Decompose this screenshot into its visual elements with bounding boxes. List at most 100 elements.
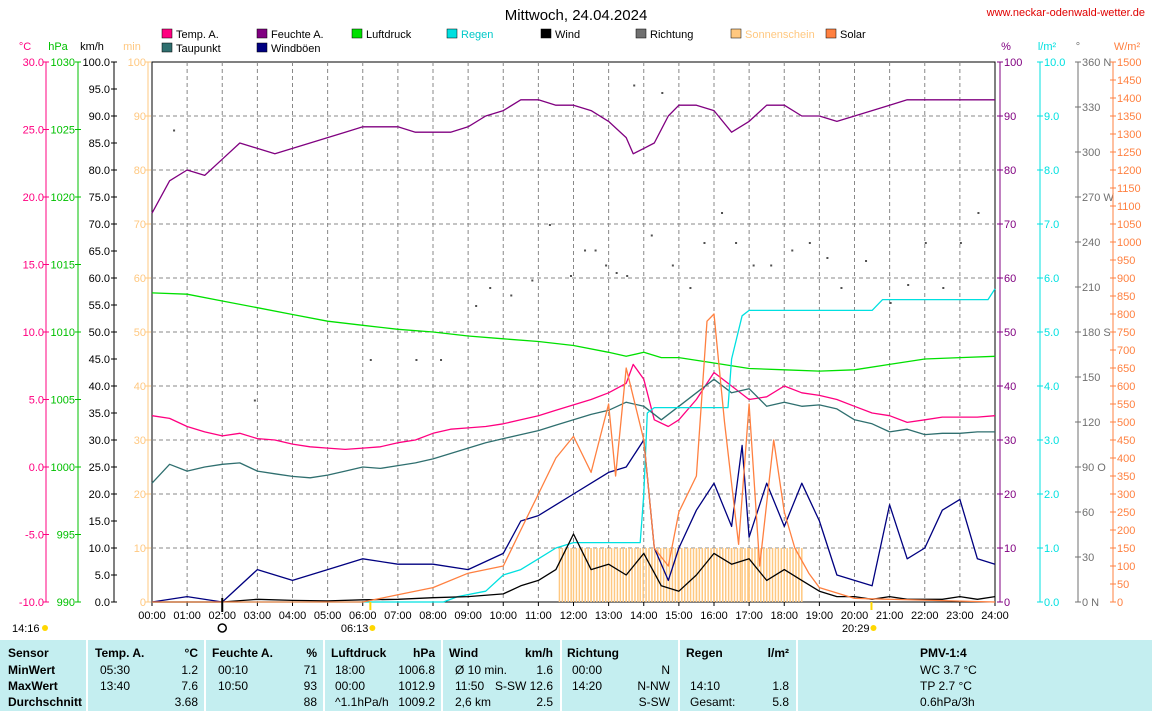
tick-label-pressure: 1025	[51, 125, 75, 137]
tick-label-solar: 1400	[1117, 93, 1141, 105]
tick-label-pressure: 1000	[51, 462, 75, 474]
table-cell-r_time: Gesamt:	[690, 695, 736, 709]
unit-pressure: hPa	[48, 41, 68, 53]
table-cell-p_time: 18:00	[335, 663, 366, 677]
sun-icon	[42, 625, 48, 631]
direction-point	[369, 359, 372, 361]
tick-label-direction: 0 N	[1082, 597, 1099, 609]
tick-label-solar: 1300	[1117, 129, 1141, 141]
tick-label-direction: 330	[1082, 102, 1100, 114]
legend-label: Richtung	[650, 29, 693, 41]
direction-point	[808, 242, 811, 244]
legend-label: Feuchte A.	[271, 29, 324, 41]
tick-label-wind: 70.0	[89, 219, 110, 231]
table-cell-t_time: 13:40	[100, 679, 131, 693]
legend-swatch	[256, 28, 268, 39]
tick-label-wind: 85.0	[89, 138, 110, 150]
direction-point	[626, 275, 629, 277]
tick-label-humidity: 50	[1004, 327, 1016, 339]
tick-label-solar: 150	[1117, 543, 1135, 555]
hdr-wind: Wind	[449, 646, 479, 660]
unit-rain: l/m²	[1038, 41, 1057, 53]
legend-swatch	[635, 28, 647, 39]
site-link[interactable]: www.neckar-odenwald-wetter.de	[986, 7, 1145, 19]
tick-label-direction: 120	[1082, 417, 1100, 429]
tick-label-temp: 30.0	[23, 57, 44, 69]
tick-label-solar: 1000	[1117, 237, 1141, 249]
tick-label-temp: -5.0	[25, 530, 44, 542]
legend-swatch	[540, 28, 552, 39]
tick-label-wind: 50.0	[89, 327, 110, 339]
tick-label-direction: 150	[1082, 372, 1100, 384]
tick-label-wind: 0.0	[95, 597, 110, 609]
tick-label-rain: 5.0	[1044, 327, 1059, 339]
series-taupunkt	[151, 378, 995, 484]
x-tick-label: 07:00	[384, 610, 412, 622]
weather-chart: Mittwoch, 24.04.2024 www.neckar-odenwald…	[12, 7, 1145, 635]
x-tick-label: 05:00	[314, 610, 342, 622]
tick-label-solar: 100	[1117, 561, 1135, 573]
direction-point	[475, 305, 478, 307]
tick-label-solar: 350	[1117, 471, 1135, 483]
direction-point	[569, 275, 572, 277]
tick-label-wind: 45.0	[89, 354, 110, 366]
x-tick-label: 08:00	[419, 610, 447, 622]
tick-label-pressure: 1030	[51, 57, 75, 69]
x-tick-label: 16:00	[700, 610, 728, 622]
direction-point	[440, 359, 443, 361]
x-tick-label: 22:00	[911, 610, 939, 622]
tick-label-direction: 270 W	[1082, 192, 1114, 204]
sunset-label: 20:29	[842, 623, 870, 635]
tick-label-temp: 5.0	[29, 395, 44, 407]
tick-label-sun: 0	[140, 597, 146, 609]
tick-label-solar: 950	[1117, 255, 1135, 267]
table-cell-r_time: 14:10	[690, 679, 721, 693]
x-tick-label: 14:00	[630, 610, 658, 622]
hdr-pmv: PMV-1:4	[920, 646, 967, 660]
legend-swatch	[256, 42, 268, 53]
table-cell-p_val: 1012.9	[398, 679, 435, 693]
hdr-dir: Richtung	[567, 646, 619, 660]
tick-label-humidity: 90	[1004, 111, 1016, 123]
legend-swatch	[446, 28, 458, 39]
legend-label: Solar	[840, 29, 866, 41]
tick-label-temp: 20.0	[23, 192, 44, 204]
moon-icon	[217, 623, 227, 633]
tick-label-wind: 15.0	[89, 516, 110, 528]
tick-label-direction: 210	[1082, 282, 1100, 294]
direction-point	[752, 264, 755, 267]
legend-label: Luftdruck	[366, 29, 412, 41]
table-cell-h_val: 88	[303, 695, 317, 709]
x-tick-label: 09:00	[454, 610, 482, 622]
tick-label-solar: 400	[1117, 453, 1135, 465]
tick-label-solar: 300	[1117, 489, 1135, 501]
tick-label-sun: 80	[134, 165, 146, 177]
legend-label: Taupunkt	[176, 43, 221, 55]
series-regen	[152, 288, 996, 603]
hdr-temp-unit: °C	[184, 646, 198, 660]
table-cell-h_val: 71	[303, 663, 317, 677]
table-cell-r_val: 5.8	[772, 695, 789, 709]
tick-label-solar: 750	[1117, 327, 1135, 339]
tick-label-wind: 10.0	[89, 543, 110, 555]
axis-unit-labels: °C hPa km/h min % l/m² ° W/m²	[19, 41, 1141, 53]
table-cell-d_val: S-SW	[638, 695, 670, 709]
legend: Temp. A. Taupunkt Feuchte A. Windböen Luftdr…	[161, 28, 866, 55]
tick-label-rain: 8.0	[1044, 165, 1059, 177]
legend-label: Temp. A.	[176, 29, 219, 41]
tick-label-direction: 240	[1082, 237, 1100, 249]
x-tick-label: 19:00	[806, 610, 834, 622]
tick-label-wind: 95.0	[89, 84, 110, 96]
direction-point	[770, 264, 773, 267]
tick-label-solar: 1200	[1117, 165, 1141, 177]
tick-label-rain: 10.0	[1044, 57, 1065, 69]
table-cell-r_val: 1.8	[772, 679, 789, 693]
table-cell-t_val: 7.6	[181, 679, 198, 693]
tick-label-wind: 80.0	[89, 165, 110, 177]
table-cell-label: MaxWert	[8, 679, 58, 693]
hdr-hum-unit: %	[306, 646, 317, 660]
tick-label-wind: 5.0	[95, 570, 110, 582]
direction-point	[615, 272, 618, 274]
x-tick-label: 18:00	[770, 610, 798, 622]
table-cell-t_val: 3.68	[174, 695, 198, 709]
